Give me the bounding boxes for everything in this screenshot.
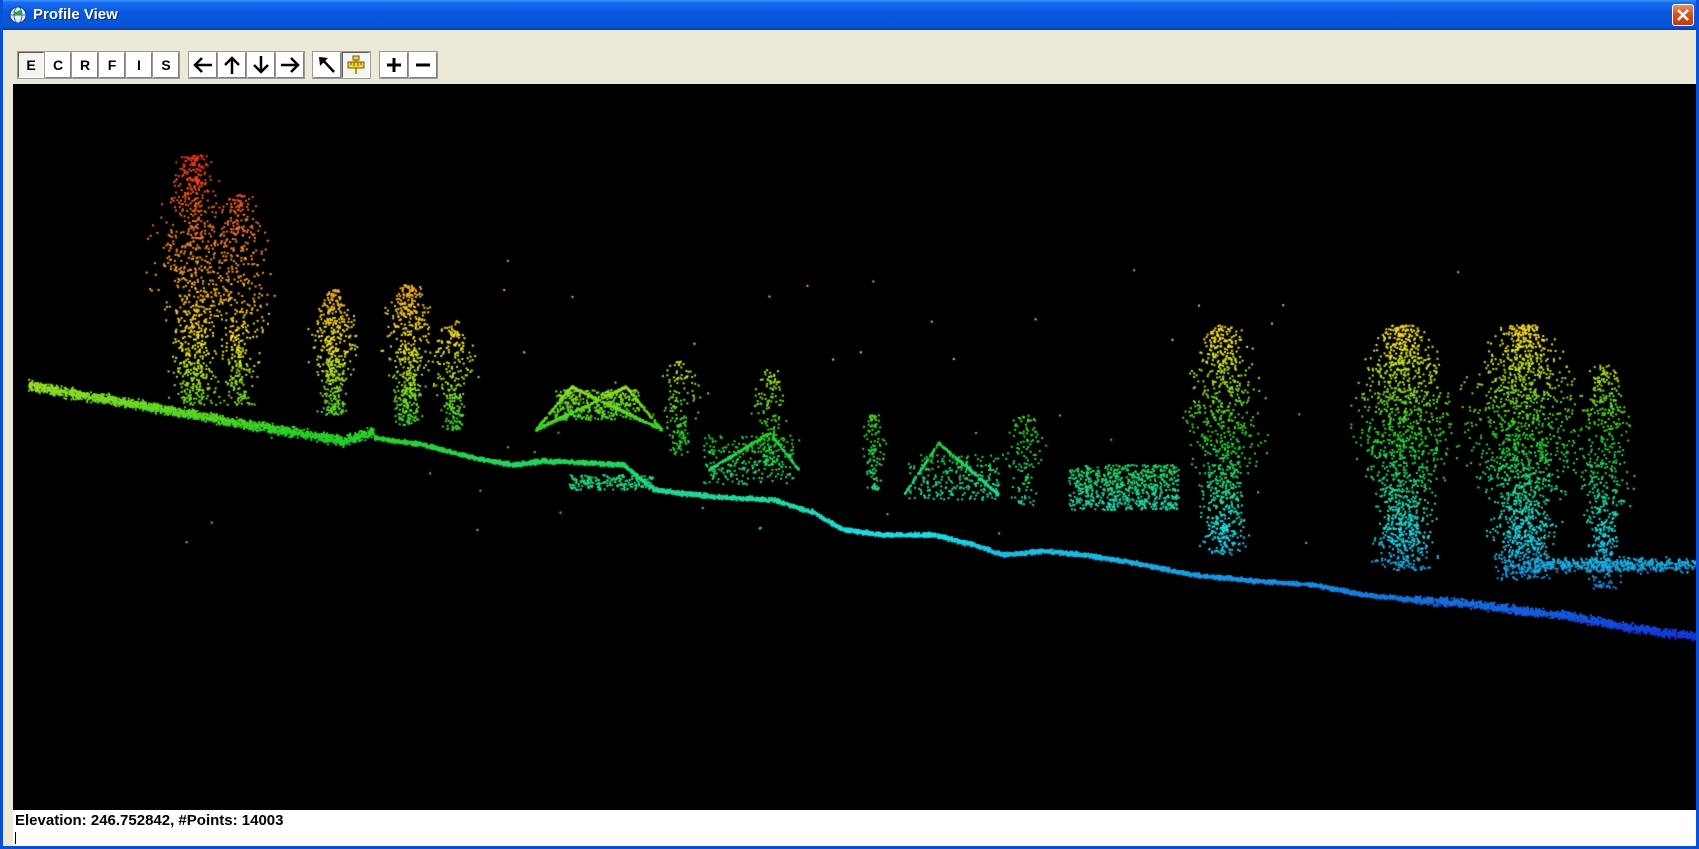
- mode-f-label: F: [107, 57, 117, 73]
- window-title: Profile View: [33, 6, 118, 23]
- point-cloud-profile-view[interactable]: [13, 84, 1696, 810]
- mode-c-button[interactable]: C: [44, 51, 72, 79]
- mode-i-label: I: [137, 57, 141, 73]
- zoom-in-button[interactable]: [379, 51, 409, 79]
- select-tool-button[interactable]: [312, 51, 342, 79]
- arrow-left-icon: [193, 57, 212, 73]
- close-icon: [1677, 9, 1689, 21]
- status-caret: [15, 832, 16, 844]
- point-cloud-canvas[interactable]: [13, 84, 1696, 810]
- mode-r-button[interactable]: R: [71, 51, 99, 79]
- zoom-out-button[interactable]: [408, 51, 438, 79]
- mode-e-label: E: [26, 57, 36, 73]
- arrow-up-icon: [224, 56, 240, 74]
- measure-ruler-icon: [347, 55, 365, 74]
- mode-r-label: R: [79, 57, 91, 73]
- globe-app-icon: [9, 6, 27, 24]
- mode-s-button[interactable]: S: [152, 51, 180, 79]
- plus-icon: [387, 58, 401, 72]
- title-bar[interactable]: Profile View: [3, 0, 1696, 30]
- pan-down-button[interactable]: [246, 51, 276, 79]
- mode-i-button[interactable]: I: [125, 51, 153, 79]
- measure-tool-button[interactable]: [341, 51, 371, 79]
- status-bar: Elevation: 246.752842, #Points: 14003: [13, 810, 1696, 846]
- pan-left-button[interactable]: [188, 51, 218, 79]
- mode-s-label: S: [161, 57, 171, 73]
- pan-right-button[interactable]: [275, 51, 305, 79]
- pointer-arrow-icon: [319, 57, 335, 73]
- status-text: Elevation: 246.752842, #Points: 14003: [15, 812, 284, 829]
- mode-e-button[interactable]: E: [17, 51, 45, 79]
- arrow-right-icon: [281, 57, 300, 73]
- mode-c-label: C: [52, 57, 64, 73]
- close-button[interactable]: [1672, 4, 1694, 26]
- toolbar: E C R F I S: [3, 30, 1696, 82]
- mode-f-button[interactable]: F: [98, 51, 126, 79]
- minus-icon: [416, 63, 430, 67]
- pan-up-button[interactable]: [217, 51, 247, 79]
- arrow-down-icon: [253, 56, 269, 74]
